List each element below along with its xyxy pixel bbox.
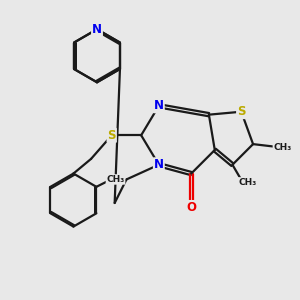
Text: CH₃: CH₃ — [106, 175, 125, 184]
Text: S: S — [107, 129, 116, 142]
Text: CH₃: CH₃ — [273, 142, 292, 152]
Text: N: N — [154, 158, 164, 171]
Text: N: N — [154, 99, 164, 112]
Text: CH₃: CH₃ — [238, 178, 256, 187]
Text: O: O — [186, 201, 196, 214]
Text: N: N — [92, 23, 102, 36]
Text: S: S — [237, 105, 245, 118]
